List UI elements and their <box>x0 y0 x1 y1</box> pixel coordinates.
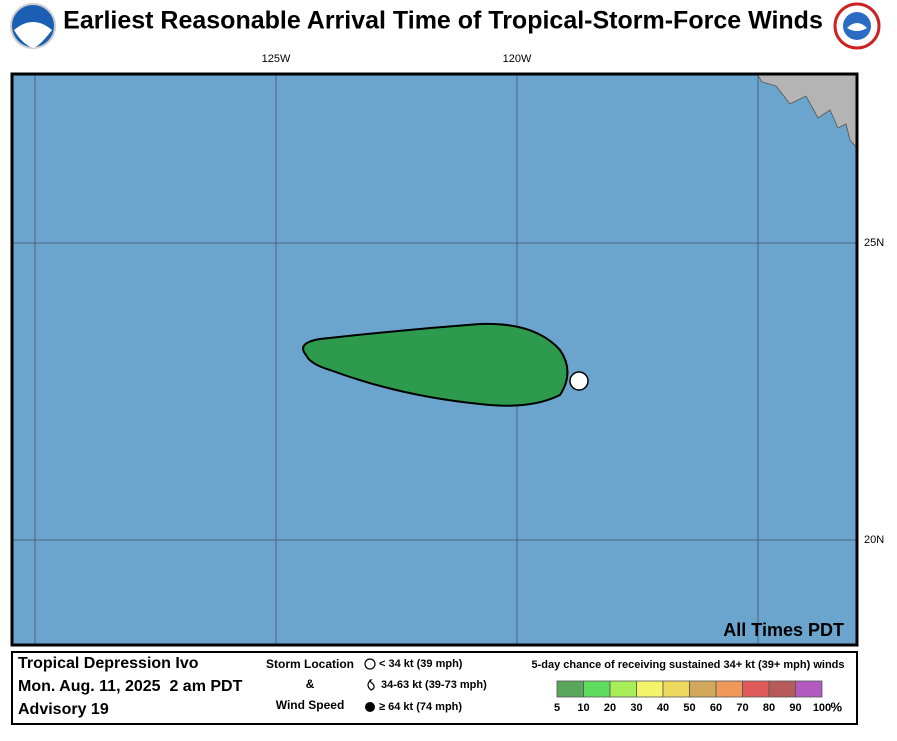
scale-label: 80 <box>763 702 775 714</box>
scale-label: 70 <box>736 702 748 714</box>
key-heading: Storm Location <box>266 657 354 671</box>
noaa-logo <box>10 3 56 49</box>
key-symbol <box>365 702 375 712</box>
advisory-number: Advisory 19 <box>18 701 109 718</box>
lon-label: 125W <box>262 53 291 65</box>
key-entry: 34-63 kt (39-73 mph) <box>381 679 487 691</box>
map: 125W 120W 25N 20N All Times PDT <box>10 53 884 647</box>
scale-swatch <box>768 680 796 698</box>
scale-label: 20 <box>604 702 616 714</box>
scale-swatch <box>556 680 584 698</box>
map-frame <box>10 72 859 647</box>
scale-label: 60 <box>710 702 722 714</box>
lat-label: 25N <box>864 237 884 249</box>
key-entry: < 34 kt (39 mph) <box>379 658 463 670</box>
wind-area <box>302 322 569 407</box>
time-note: All Times PDT <box>723 620 844 640</box>
key-entry: ≥ 64 kt (74 mph) <box>379 701 462 713</box>
scale-swatch <box>583 680 611 698</box>
advisory-date: Mon. Aug. 11, 2025 2 am PDT <box>18 678 243 695</box>
scale-swatch <box>715 680 743 698</box>
scale-swatch <box>689 680 717 698</box>
title: Earliest Reasonable Arrival Time of Trop… <box>63 7 823 35</box>
scale-label: 30 <box>630 702 642 714</box>
key-heading: & <box>306 677 315 691</box>
scale-swatch <box>609 680 637 698</box>
scale-swatch <box>742 680 770 698</box>
scale-label: 90 <box>789 702 801 714</box>
storm-location <box>569 371 589 391</box>
scale-unit: % <box>831 699 843 714</box>
scale-label: 40 <box>657 702 669 714</box>
key-heading: Wind Speed <box>276 698 345 712</box>
lon-label: 120W <box>503 53 532 65</box>
scale-swatch <box>662 680 690 698</box>
nws-logo <box>833 2 881 50</box>
scale-label: 5 <box>554 702 560 714</box>
storm-name: Tropical Depression Ivo <box>18 655 199 672</box>
color-scale: 5 10 20 30 40 50 60 70 80 90 100% <box>554 680 843 714</box>
scale-label: 10 <box>577 702 589 714</box>
scale-label: 100 <box>813 702 831 714</box>
lat-label: 20N <box>864 534 884 546</box>
key-symbol <box>367 679 375 691</box>
scale-title: 5-day chance of receiving sustained 34+ … <box>532 659 845 671</box>
scale-swatch <box>636 680 664 698</box>
scale-label: 50 <box>683 702 695 714</box>
key-symbol <box>364 658 376 670</box>
scale-swatch <box>795 680 823 698</box>
